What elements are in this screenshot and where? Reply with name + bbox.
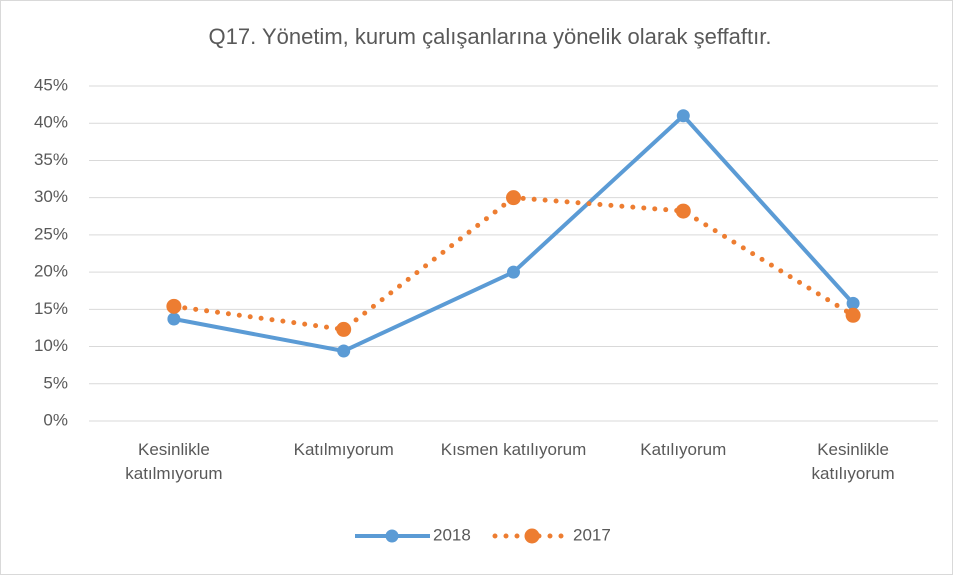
marker [336, 321, 352, 337]
chart-title: Q17. Yönetim, kurum çalışanlarına yöneli… [209, 24, 772, 49]
x-tick-label: Katılıyorum [640, 440, 727, 459]
marker [675, 203, 691, 219]
legend-label: 2017 [573, 525, 611, 544]
y-tick-label: 15% [34, 299, 68, 318]
x-tick-label: Kesinlikle katılmıyorum [125, 440, 223, 483]
legend-label: 2018 [433, 525, 471, 544]
marker [676, 109, 690, 123]
y-tick-label: 10% [34, 336, 68, 355]
y-tick-label: 40% [34, 113, 68, 132]
x-tick-label: Katılmıyorum [293, 440, 394, 459]
y-tick-label: 20% [34, 262, 68, 281]
marker [846, 296, 860, 310]
y-tick-label: 30% [34, 187, 68, 206]
y-tick-label: 25% [34, 224, 68, 243]
marker [507, 265, 520, 279]
marker [337, 344, 351, 358]
y-tick-label: 0% [43, 410, 68, 429]
marker [845, 307, 861, 323]
marker [506, 190, 521, 206]
y-tick-label: 45% [34, 75, 68, 94]
x-tick-label: Kısmen katılıyorum [440, 440, 587, 459]
y-tick-label: 35% [34, 150, 68, 169]
marker [167, 312, 181, 326]
marker [166, 298, 182, 314]
legend-marker [524, 528, 540, 544]
legend-marker [385, 529, 399, 543]
x-tick-label: Kesinlikle katılıyorum [811, 440, 895, 483]
y-tick-label: 5% [43, 373, 68, 392]
